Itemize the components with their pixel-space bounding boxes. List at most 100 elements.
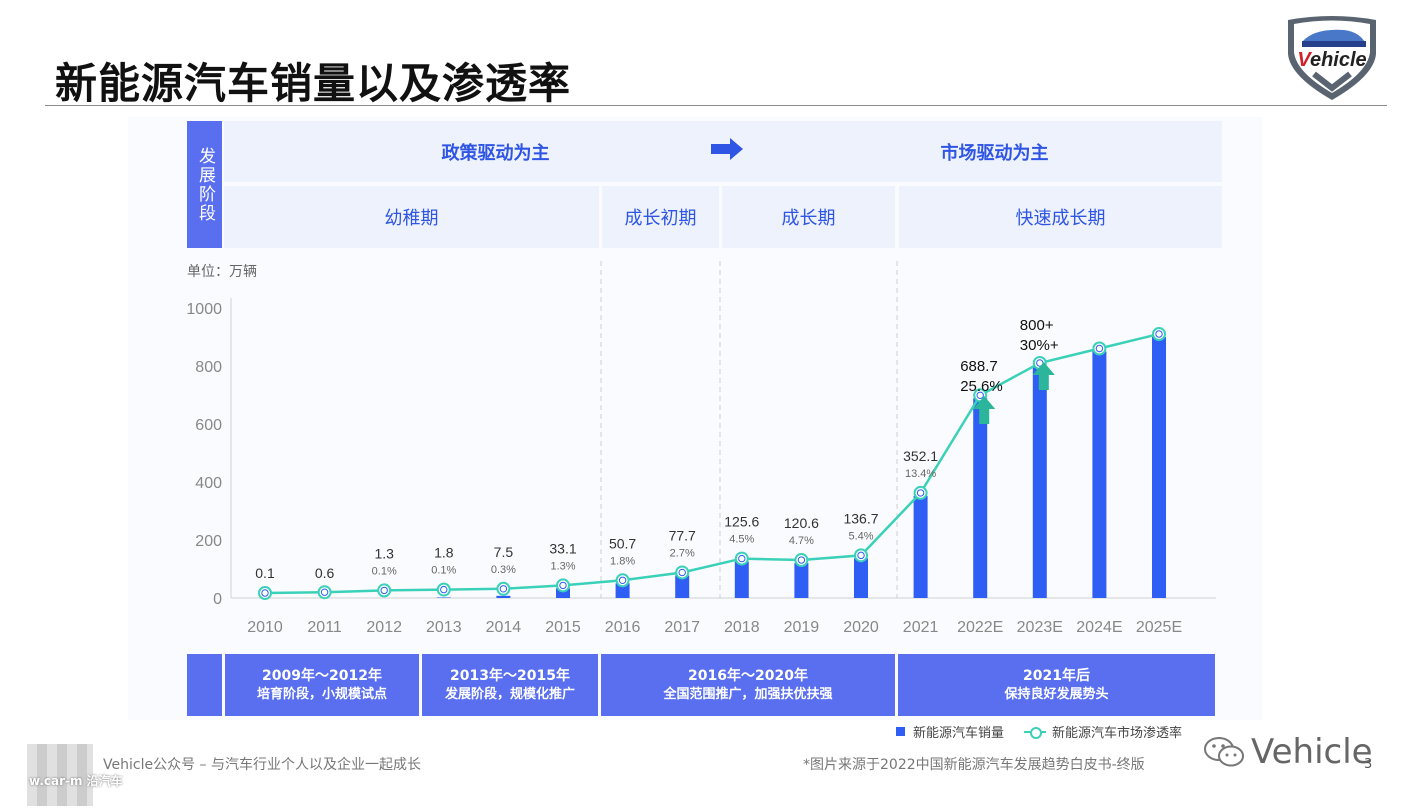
line-point-core	[738, 554, 746, 563]
period-years: 2009年～2012年	[262, 667, 382, 684]
line-point-core	[857, 551, 865, 560]
phase-rapid-growth: 快速成长期	[899, 186, 1222, 248]
x-tick-label: 2025E	[1136, 619, 1182, 636]
bar	[556, 588, 570, 598]
period-4: 2021年后保持良好发展势头	[898, 654, 1215, 716]
bar-value-label: 77.7	[669, 527, 696, 543]
vehicle-logo: Vehicle	[1288, 16, 1376, 100]
line-point-core	[1095, 344, 1104, 353]
period-bar-head	[187, 654, 222, 716]
x-tick-label: 2019	[784, 619, 820, 636]
legend-line-swatch	[1024, 726, 1047, 739]
x-tick-label: 2010	[247, 619, 283, 636]
bar-value-label: 1.3	[374, 545, 394, 561]
phase-growth: 成长期	[722, 186, 895, 248]
x-tick-label: 2011	[307, 619, 342, 636]
rate-label: 4.5%	[729, 534, 754, 546]
line-point-core	[976, 391, 984, 399]
x-tick-label: 2016	[605, 619, 641, 636]
rate-label: 25.6%	[960, 378, 1003, 395]
y-tick-label: 600	[195, 417, 222, 434]
rate-label: 4.7%	[789, 535, 814, 547]
rate-label: 2.7%	[670, 547, 695, 559]
rate-label: 0.1%	[431, 565, 456, 577]
rate-label: 5.4%	[848, 530, 873, 542]
driver-market: 市场驱动为主	[767, 121, 1222, 182]
bar	[615, 583, 630, 598]
rate-label: 0.3%	[491, 564, 516, 576]
bar	[1092, 351, 1107, 598]
bar-value-label: 352.1	[903, 448, 938, 464]
growth-arrow-icon	[1032, 362, 1055, 390]
period-desc: 发展阶段，规模化推广	[444, 686, 575, 702]
penetration-line	[264, 332, 1160, 595]
line-point-core	[797, 556, 806, 564]
x-tick-label: 2024E	[1076, 619, 1122, 636]
bar	[1032, 366, 1047, 598]
period-desc: 保持良好发展势头	[1004, 686, 1109, 702]
y-tick-label: 0	[213, 591, 222, 608]
bar-value-label: 125.6	[724, 514, 759, 530]
bar	[794, 563, 809, 598]
rate-label: 13.4%	[905, 468, 936, 480]
chart-legend: 新能源汽车销量 新能源汽车市场渗透率	[896, 722, 1182, 741]
x-tick-label: 2023E	[1017, 619, 1063, 636]
period-1: 2009年～2012年 培育阶段，小规模试点	[225, 654, 419, 716]
bar-value-label: 50.7	[609, 535, 636, 551]
bar-value-label: 0.1	[255, 565, 275, 581]
period-desc: 培育阶段，小规模试点	[256, 686, 387, 702]
x-tick-label: 2012	[366, 619, 402, 636]
bar	[854, 558, 868, 598]
line-point-core	[1155, 330, 1163, 338]
bar	[913, 495, 928, 598]
stage-label: 发展阶段	[187, 121, 222, 248]
x-tick-label: 2017	[664, 619, 700, 636]
driver-policy: 政策驱动为主	[224, 121, 767, 182]
bar	[1152, 337, 1166, 598]
bar-value-label: 0.6	[315, 565, 335, 581]
bar	[436, 597, 451, 598]
y-tick-label: 200	[195, 533, 222, 550]
x-tick-label: 2020	[843, 619, 879, 636]
x-tick-label: 2015	[545, 619, 581, 636]
line-point-core	[618, 576, 627, 584]
legend-line-label: 新能源汽车市场渗透率	[1052, 726, 1183, 741]
title-divider	[45, 105, 1387, 106]
rate-label: 1.3%	[550, 560, 575, 572]
period-3: 2016年～2020年 全国范围推广，加强扶优扶强	[601, 654, 895, 716]
legend-bar-label: 新能源汽车销量	[913, 726, 1005, 741]
y-tick-label: 800	[195, 359, 222, 376]
period-years: 2021年后	[1023, 667, 1090, 684]
wechat-name: Vehicle	[1251, 732, 1373, 772]
bar-value-label: 688.7	[960, 358, 998, 375]
watermark-text: w.car-m 沿汽车	[29, 774, 123, 788]
wechat-badge: Vehicle	[1203, 732, 1373, 772]
rate-label: 0.1%	[372, 565, 397, 577]
bar-value-label: 120.6	[784, 515, 819, 531]
bar-value-label: 7.5	[494, 544, 514, 560]
watermark-blur	[27, 744, 93, 806]
legend-bar-swatch	[896, 727, 905, 736]
rate-label: 30%+	[1020, 337, 1059, 354]
y-tick-label: 400	[195, 475, 222, 492]
x-tick-label: 2022E	[957, 619, 1003, 636]
bar	[675, 575, 690, 598]
x-tick-label: 2021	[903, 619, 939, 636]
svg-text:Vehicle: Vehicle	[1297, 49, 1366, 71]
phase-infancy: 幼稚期	[224, 186, 599, 248]
footer-tagline: Vehicle公众号 – 与汽车行业个人以及企业一起成长	[103, 757, 421, 773]
arrow-right-icon	[711, 138, 743, 160]
line-point-core	[559, 581, 567, 590]
bar	[734, 561, 749, 598]
x-tick-label: 2018	[724, 619, 760, 636]
bar	[973, 398, 988, 598]
bar-value-label: 800+	[1020, 317, 1054, 334]
bar-value-label: 33.1	[549, 540, 576, 556]
line-point-core	[261, 589, 269, 597]
phase-early-growth: 成长初期	[602, 186, 719, 248]
page-number: 3	[1364, 757, 1373, 772]
bar-value-label: 136.7	[843, 510, 878, 526]
period-years: 2016年～2020年	[688, 667, 808, 684]
line-point-core	[678, 568, 686, 577]
